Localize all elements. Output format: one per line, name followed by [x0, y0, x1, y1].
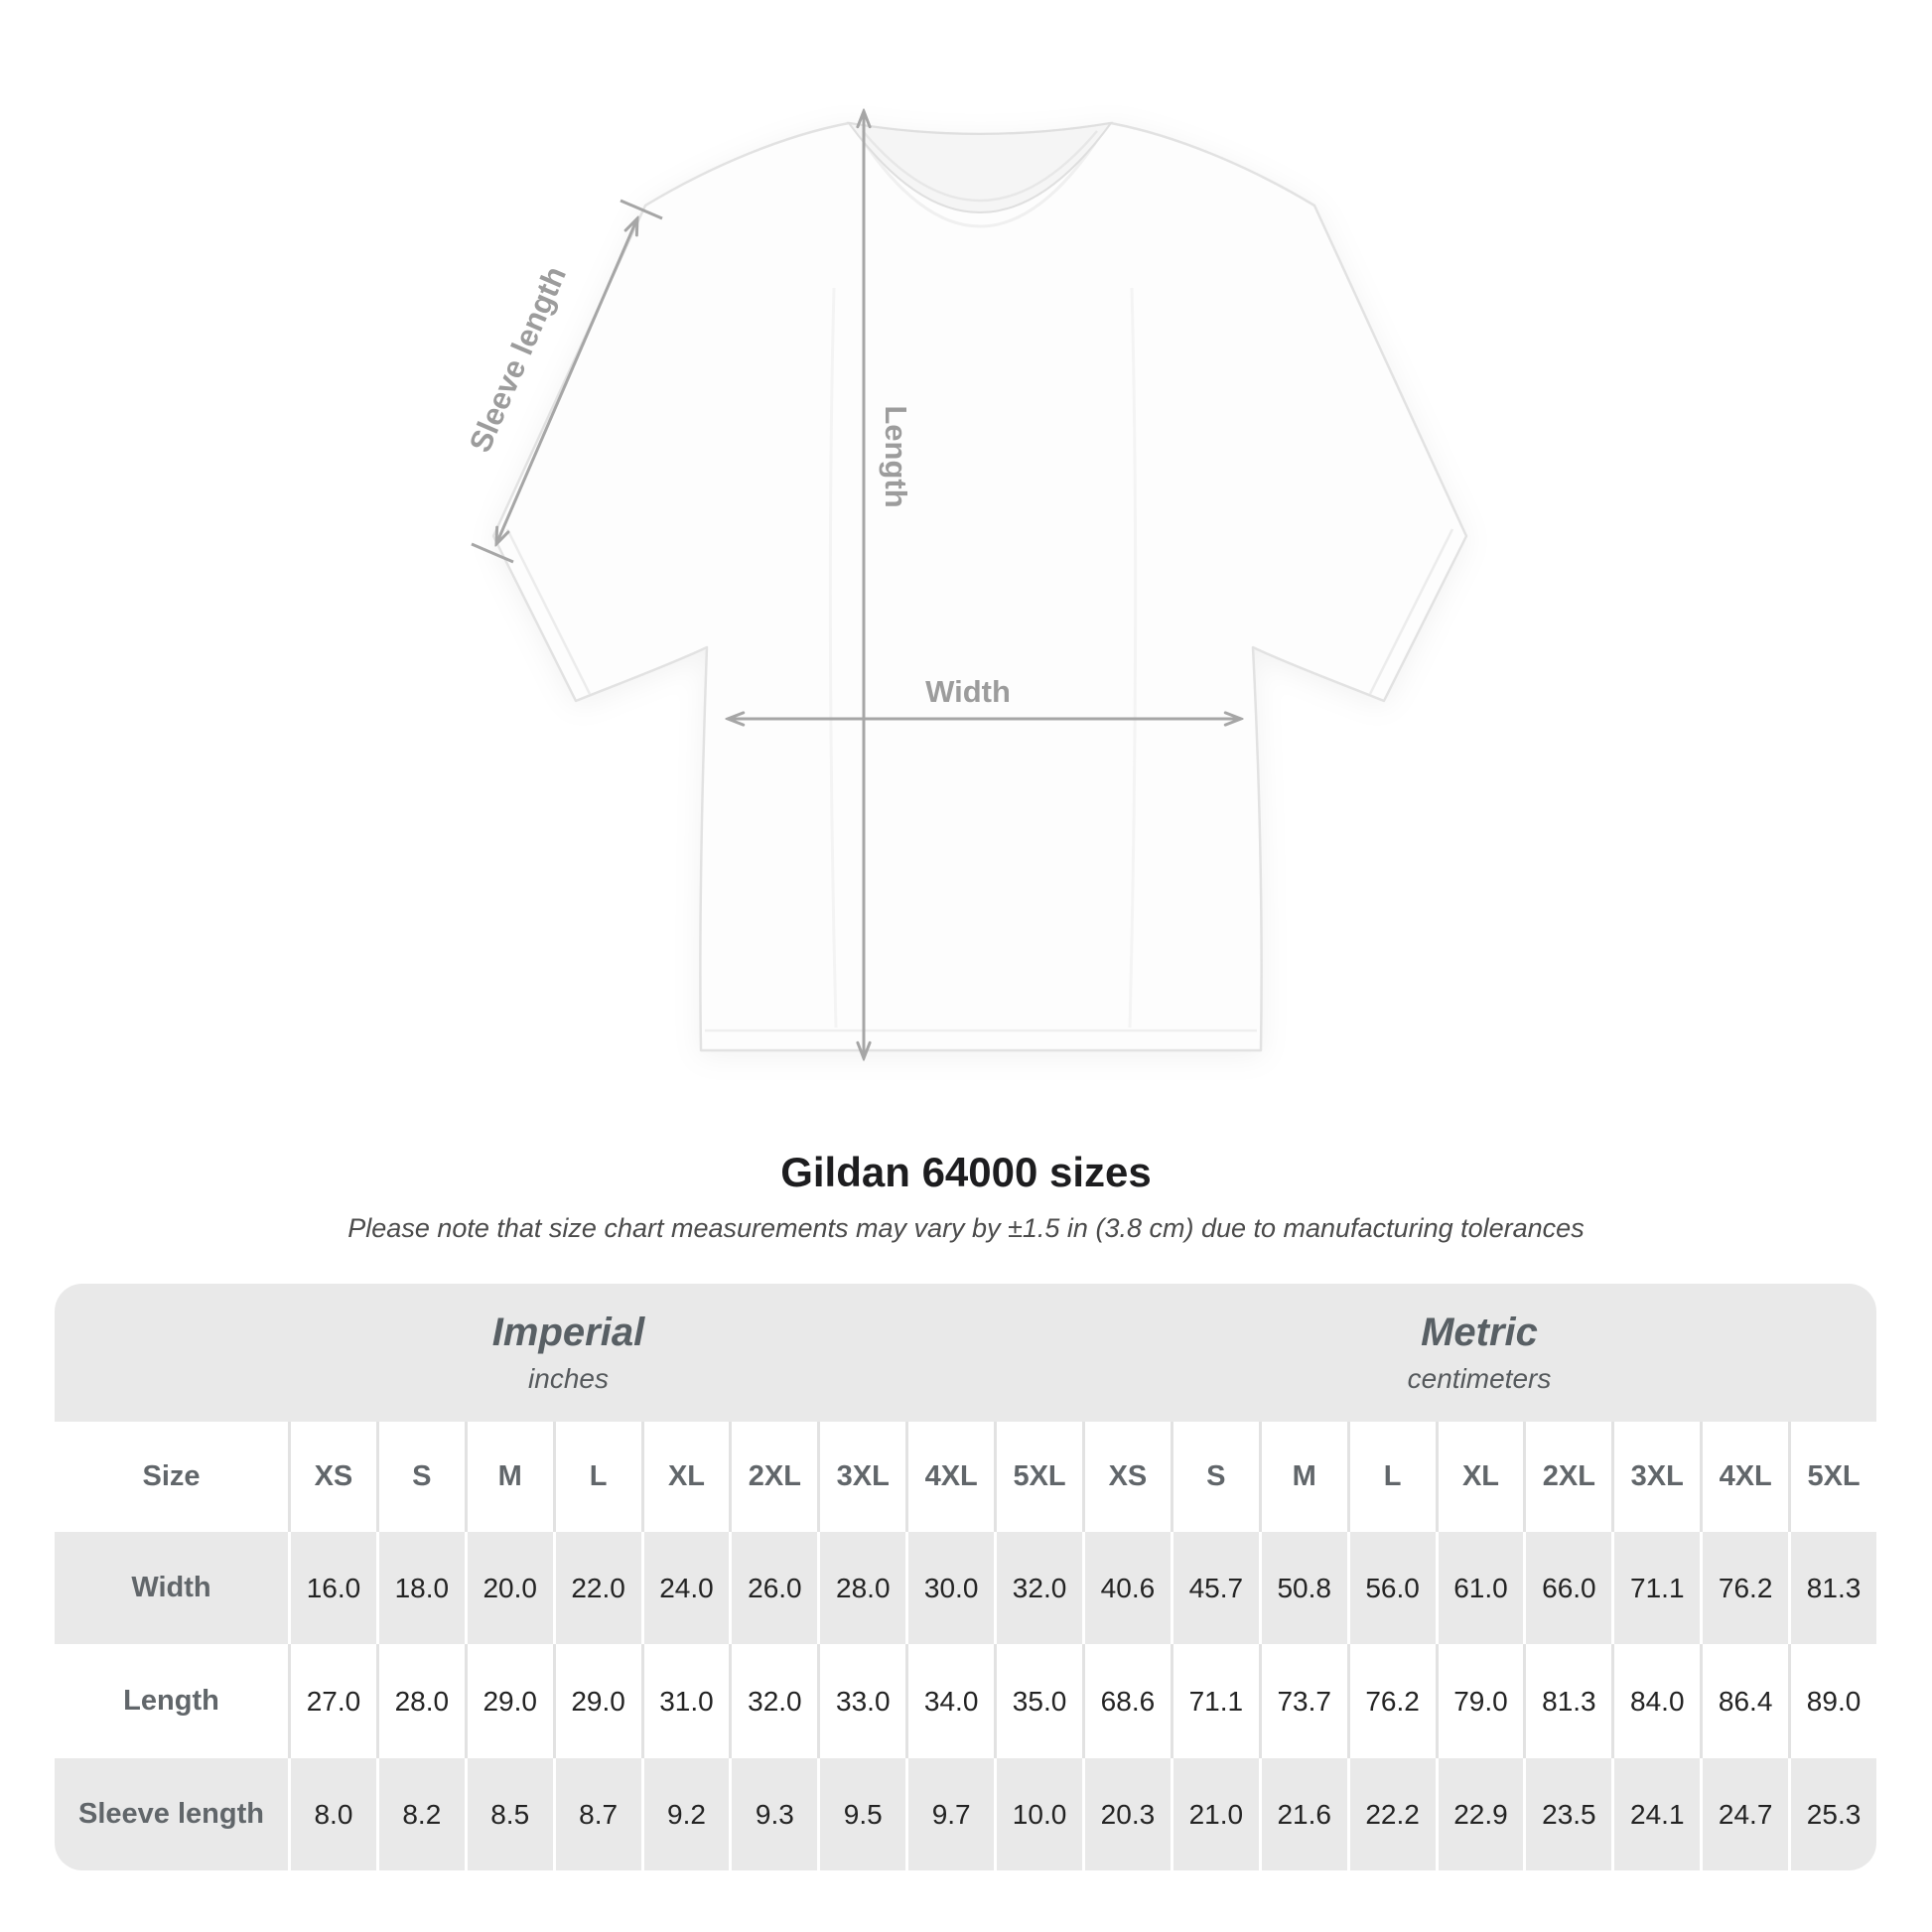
- table-cell: 73.7: [1258, 1644, 1347, 1758]
- column-header: M: [1258, 1422, 1347, 1532]
- tshirt-graphic: [491, 121, 1468, 1052]
- table-cell: 29.0: [464, 1644, 553, 1758]
- size-table: Imperial inches Metric centimeters Size …: [55, 1284, 1876, 1870]
- size-row-label: Size: [142, 1460, 201, 1492]
- table-cell: 28.0: [375, 1644, 465, 1758]
- column-header: XS: [1081, 1422, 1171, 1532]
- table-cell: 9.2: [640, 1758, 730, 1870]
- column-header: 2XL: [1523, 1422, 1611, 1532]
- column-header: 5XL: [994, 1422, 1082, 1532]
- table-cell: 18.0: [375, 1532, 465, 1644]
- table-cell: 32.0: [729, 1644, 817, 1758]
- table-cell: 45.7: [1170, 1532, 1259, 1644]
- table-cell: 61.0: [1435, 1532, 1524, 1644]
- table-cell: 24.0: [640, 1532, 730, 1644]
- table-cell: 86.4: [1700, 1644, 1788, 1758]
- size-diagram: Sleeve length Length Width: [463, 0, 1468, 1112]
- table-cell: 35.0: [994, 1644, 1082, 1758]
- column-header: M: [464, 1422, 553, 1532]
- table-cell: 33.0: [817, 1644, 905, 1758]
- table-cell: 25.3: [1788, 1758, 1876, 1870]
- column-header: 3XL: [1611, 1422, 1700, 1532]
- column-header: S: [375, 1422, 465, 1532]
- table-cell: 32.0: [994, 1532, 1082, 1644]
- table-cell: 30.0: [905, 1532, 994, 1644]
- column-header: 2XL: [729, 1422, 817, 1532]
- column-header: XL: [640, 1422, 730, 1532]
- imperial-header: Imperial inches: [55, 1284, 1082, 1422]
- table-cell: 22.9: [1435, 1758, 1524, 1870]
- table-cell: 71.1: [1611, 1532, 1700, 1644]
- table-cell: 10.0: [994, 1758, 1082, 1870]
- tolerance-note: Please note that size chart measurements…: [347, 1213, 1585, 1243]
- table-cell: 26.0: [729, 1532, 817, 1644]
- table-cell: 31.0: [640, 1644, 730, 1758]
- page-title: Gildan 64000 sizes: [780, 1149, 1152, 1195]
- size-header-row: Size XS S M L XL 2XL 3XL 4XL 5XL XS S M …: [55, 1422, 1876, 1532]
- table-cell: 81.3: [1523, 1644, 1611, 1758]
- imperial-unit: inches: [528, 1363, 609, 1394]
- table-cell: 8.5: [464, 1758, 553, 1870]
- unit-band: Imperial inches Metric centimeters: [55, 1284, 1876, 1422]
- table-cell: 56.0: [1346, 1532, 1436, 1644]
- table-cell: 9.3: [729, 1758, 817, 1870]
- column-header: L: [552, 1422, 641, 1532]
- table-cell: 29.0: [552, 1644, 641, 1758]
- width-label: Width: [925, 674, 1011, 709]
- table-cell: 68.6: [1081, 1644, 1171, 1758]
- table-row-length: Length 27.0 28.0 29.0 29.0 31.0 32.0 33.…: [55, 1644, 1876, 1758]
- table-cell: 76.2: [1346, 1644, 1436, 1758]
- table-cell: 28.0: [817, 1532, 905, 1644]
- table-cell: 84.0: [1611, 1644, 1700, 1758]
- table-cell: 40.6: [1081, 1532, 1171, 1644]
- table-cell: 24.1: [1611, 1758, 1700, 1870]
- table-cell: 50.8: [1258, 1532, 1347, 1644]
- table-cell: 66.0: [1523, 1532, 1611, 1644]
- table-cell: 71.1: [1170, 1644, 1259, 1758]
- column-header: 5XL: [1788, 1422, 1876, 1532]
- row-label: Width: [131, 1572, 211, 1603]
- row-label: Sleeve length: [78, 1798, 264, 1830]
- table-cell: 9.7: [905, 1758, 994, 1870]
- row-label: Length: [123, 1685, 219, 1717]
- column-header: XS: [288, 1422, 376, 1532]
- table-cell: 20.0: [464, 1532, 553, 1644]
- table-row-width: Width 16.0 18.0 20.0 22.0 24.0 26.0 28.0…: [55, 1532, 1876, 1644]
- column-header: S: [1170, 1422, 1259, 1532]
- table-cell: 76.2: [1700, 1532, 1788, 1644]
- table-cell: 20.3: [1081, 1758, 1171, 1870]
- table-cell: 8.7: [552, 1758, 641, 1870]
- metric-header: Metric centimeters: [1082, 1284, 1876, 1422]
- table-cell: 8.0: [288, 1758, 376, 1870]
- table-cell: 27.0: [288, 1644, 376, 1758]
- table-cell: 89.0: [1788, 1644, 1876, 1758]
- table-row-sleeve-length: Sleeve length 8.0 8.2 8.5 8.7 9.2 9.3 9.…: [55, 1758, 1876, 1870]
- table-cell: 79.0: [1435, 1644, 1524, 1758]
- table-cell: 22.2: [1346, 1758, 1436, 1870]
- length-label: Length: [879, 405, 913, 507]
- table-cell: 16.0: [288, 1532, 376, 1644]
- table-cell: 24.7: [1700, 1758, 1788, 1870]
- table-cell: 22.0: [552, 1532, 641, 1644]
- table-cell: 21.0: [1170, 1758, 1259, 1870]
- column-header: 4XL: [1700, 1422, 1788, 1532]
- table-cell: 8.2: [375, 1758, 465, 1870]
- column-header: L: [1346, 1422, 1436, 1532]
- column-header: XL: [1435, 1422, 1524, 1532]
- table-cell: 9.5: [817, 1758, 905, 1870]
- table-cell: 23.5: [1523, 1758, 1611, 1870]
- metric-unit: centimeters: [1407, 1363, 1552, 1394]
- sleeve-length-arrow: [471, 199, 663, 564]
- metric-title: Metric: [1421, 1311, 1538, 1354]
- imperial-title: Imperial: [491, 1311, 645, 1354]
- table-cell: 34.0: [905, 1644, 994, 1758]
- table-cell: 81.3: [1788, 1532, 1876, 1644]
- table-cell: 21.6: [1258, 1758, 1347, 1870]
- column-header: 3XL: [817, 1422, 905, 1532]
- column-header: 4XL: [905, 1422, 994, 1532]
